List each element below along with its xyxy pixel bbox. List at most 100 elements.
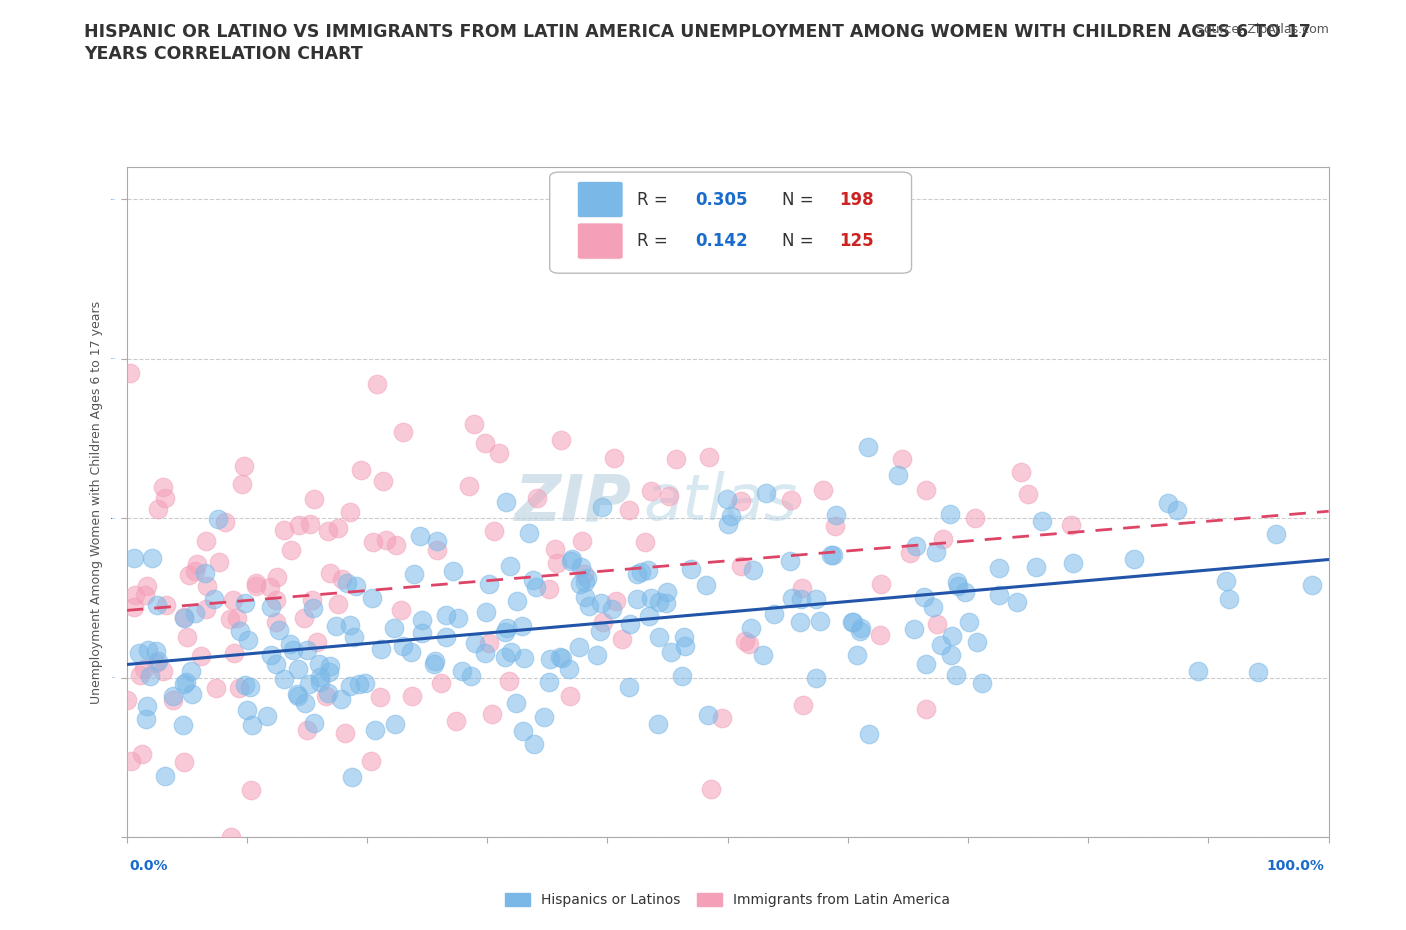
Point	[184, 564, 207, 578]
Legend: Hispanics or Latinos, Immigrants from Latin America: Hispanics or Latinos, Immigrants from La…	[505, 893, 950, 907]
Point	[135, 711, 157, 726]
Point	[295, 643, 318, 658]
Point	[384, 620, 406, 635]
Point	[856, 439, 879, 454]
Point	[179, 567, 201, 582]
Point	[122, 600, 145, 615]
Point	[966, 635, 988, 650]
Point	[239, 680, 262, 695]
Point	[939, 507, 962, 522]
Point	[697, 708, 720, 723]
Point	[194, 565, 217, 580]
Point	[546, 556, 568, 571]
Point	[298, 676, 321, 691]
Point	[236, 702, 259, 717]
Point	[648, 595, 671, 610]
Text: 0.142: 0.142	[695, 232, 748, 250]
Point	[790, 591, 813, 606]
Point	[404, 567, 426, 582]
Point	[195, 602, 218, 617]
Point	[792, 698, 814, 712]
Point	[423, 654, 446, 669]
Point	[330, 571, 353, 586]
Point	[460, 669, 482, 684]
Point	[326, 521, 349, 536]
Point	[716, 492, 738, 507]
Point	[128, 645, 150, 660]
Point	[430, 676, 453, 691]
Point	[1062, 555, 1084, 570]
Point	[180, 663, 202, 678]
Point	[308, 657, 330, 671]
Point	[350, 462, 373, 477]
Point	[474, 645, 496, 660]
Point	[763, 606, 786, 621]
Point	[915, 483, 938, 498]
Point	[792, 581, 814, 596]
Point	[326, 596, 349, 611]
Point	[495, 494, 517, 509]
Point	[612, 631, 634, 646]
Point	[742, 563, 765, 578]
Point	[148, 654, 170, 669]
Point	[537, 674, 560, 689]
Point	[155, 769, 177, 784]
Point	[1031, 514, 1053, 529]
Point	[458, 478, 481, 493]
Point	[804, 671, 827, 685]
Point	[905, 538, 928, 553]
Point	[1123, 551, 1146, 566]
Point	[637, 608, 659, 623]
Point	[498, 673, 520, 688]
Point	[308, 674, 330, 689]
Point	[186, 557, 208, 572]
Point	[295, 723, 318, 737]
Point	[526, 490, 548, 505]
Point	[586, 647, 609, 662]
Point	[603, 450, 626, 465]
Point	[315, 688, 337, 703]
Text: 0.0%: 0.0%	[129, 858, 167, 872]
Point	[673, 630, 696, 644]
Point	[720, 509, 742, 524]
Point	[285, 686, 308, 701]
Point	[730, 558, 752, 573]
Point	[513, 651, 536, 666]
FancyBboxPatch shape	[578, 181, 623, 218]
Point	[236, 632, 259, 647]
Point	[657, 585, 679, 600]
Point	[946, 579, 969, 594]
Text: YEARS CORRELATION CHART: YEARS CORRELATION CHART	[84, 45, 363, 62]
Point	[869, 628, 891, 643]
Point	[1218, 591, 1240, 606]
Point	[409, 529, 432, 544]
Point	[640, 484, 662, 498]
Point	[202, 591, 225, 606]
Point	[218, 611, 240, 626]
Point	[120, 365, 142, 380]
Point	[153, 491, 176, 506]
Point	[155, 598, 177, 613]
Point	[821, 547, 844, 562]
Point	[858, 726, 880, 741]
Point	[335, 725, 357, 740]
Point	[301, 592, 323, 607]
Point	[451, 664, 474, 679]
Point	[173, 676, 195, 691]
Point	[499, 559, 522, 574]
Point	[605, 594, 627, 609]
Point	[283, 643, 305, 658]
Point	[922, 600, 945, 615]
Point	[464, 635, 486, 650]
Point	[339, 678, 361, 693]
Point	[634, 535, 657, 550]
Point	[987, 588, 1010, 603]
Point	[740, 620, 762, 635]
Point	[146, 598, 169, 613]
Point	[637, 563, 659, 578]
Point	[318, 664, 340, 679]
Point	[963, 511, 986, 525]
Point	[574, 590, 596, 604]
Text: R =: R =	[637, 232, 673, 250]
Point	[846, 647, 869, 662]
